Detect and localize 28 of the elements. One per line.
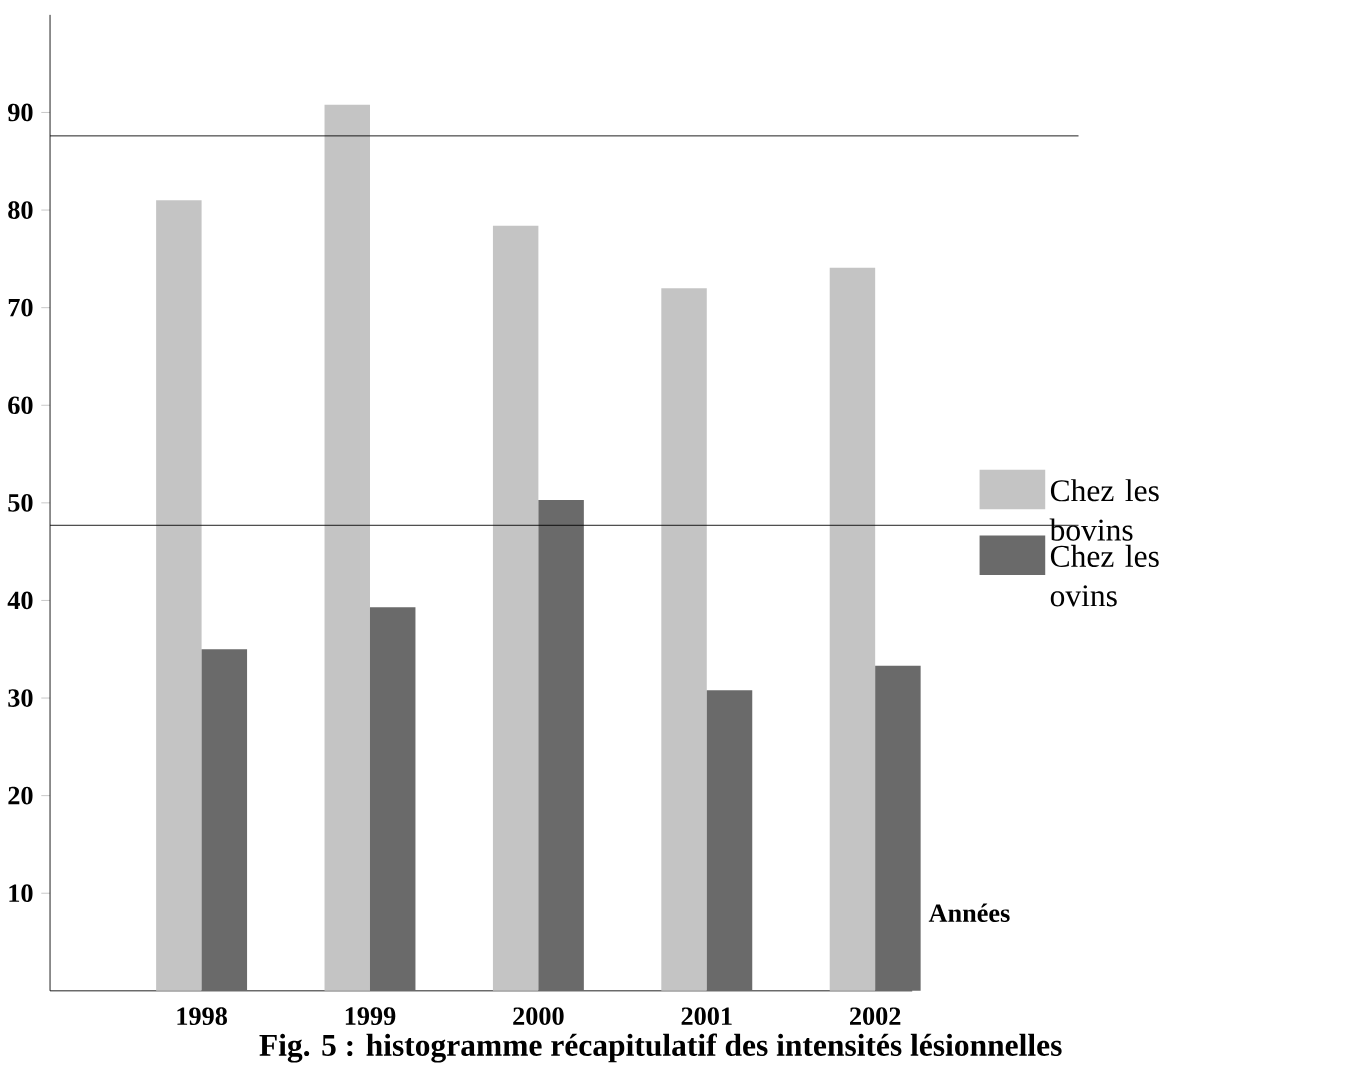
legend-label: Chez les bovins bbox=[1049, 479, 1159, 541]
y-tick-label: 10 bbox=[9, 884, 33, 902]
y-tick-label: 20 bbox=[8, 786, 33, 805]
bar bbox=[706, 690, 753, 991]
bar bbox=[661, 288, 707, 991]
y-tick-label: 90 bbox=[8, 103, 33, 122]
x-tick-label: 2002 bbox=[850, 1007, 901, 1025]
y-tick-label: 50 bbox=[8, 493, 33, 512]
y-tick-label: 60 bbox=[8, 396, 33, 414]
legend-label: Chez les ovins bbox=[1050, 544, 1159, 607]
bar bbox=[156, 200, 202, 991]
bar bbox=[875, 665, 921, 991]
bar bbox=[324, 104, 370, 991]
bar bbox=[201, 649, 248, 991]
x-tick-label: 1999 bbox=[345, 1007, 396, 1025]
bar bbox=[829, 267, 876, 991]
x-tick-label: 2001 bbox=[681, 1007, 732, 1025]
y-tick-label: 30 bbox=[8, 689, 33, 707]
caption: Fig. 5 : histogramme récapitulatif des intensités lésionnelles bbox=[259, 1033, 1062, 1063]
y-tick-label: 70 bbox=[8, 298, 33, 317]
x-axis-title: Années bbox=[928, 903, 1010, 922]
bar bbox=[369, 607, 416, 991]
bar bbox=[538, 499, 584, 991]
bar bbox=[492, 225, 539, 991]
y-tick-label: 80 bbox=[8, 201, 33, 219]
x-tick-label: 2000 bbox=[513, 1007, 564, 1025]
x-tick-label: 1998 bbox=[177, 1007, 227, 1025]
y-tick-label: 40 bbox=[7, 591, 33, 610]
